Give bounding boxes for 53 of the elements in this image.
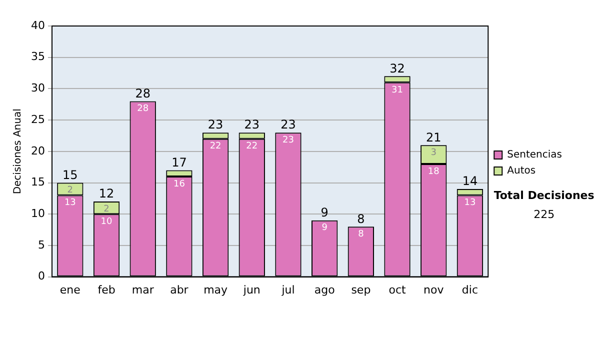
x-tick-label: oct: [388, 283, 407, 296]
data-label: 23: [282, 135, 294, 146]
y-tick-label: 10: [30, 206, 45, 220]
total-label: 28: [135, 86, 150, 100]
total-label: 14: [462, 174, 478, 188]
x-tick-label: jul: [280, 283, 295, 296]
x-tick-label: feb: [98, 283, 116, 296]
x-tick-label: nov: [424, 283, 444, 296]
data-label: 31: [392, 85, 403, 96]
total-label: 9: [320, 205, 328, 220]
x-tick-label: mar: [132, 283, 154, 296]
data-label: 13: [464, 198, 476, 208]
data-label: 2: [104, 204, 110, 214]
y-tick-label: 25: [30, 112, 45, 126]
data-label: 3: [430, 148, 436, 158]
data-label: 18: [428, 166, 440, 177]
y-tick-label: 15: [30, 176, 45, 189]
y-tick-label: 40: [30, 18, 45, 32]
data-label: 8: [358, 229, 364, 240]
total-label: 23: [208, 118, 224, 132]
data-label: 28: [137, 104, 149, 114]
total-label: 32: [390, 61, 405, 76]
data-label: 9: [322, 223, 328, 234]
text: Total Decisiones: [494, 188, 595, 202]
data-label: 22: [246, 142, 258, 152]
x-tick-label: may: [204, 283, 228, 296]
data-label: 13: [64, 198, 76, 208]
x-tick-label: ene: [60, 283, 81, 296]
y-tick-label: 5: [38, 238, 45, 252]
total-label: 12: [98, 186, 114, 201]
x-tick-label: jun: [242, 283, 260, 296]
x-tick-label: sep: [351, 283, 371, 296]
y-axis-title: Decisiones Anual: [12, 108, 24, 194]
total-label: 23: [244, 118, 260, 132]
y-tick-label: 35: [30, 50, 45, 64]
data-label: 2: [67, 186, 74, 196]
text: 225: [534, 208, 555, 221]
data-label: 10: [100, 216, 113, 227]
x-tick-label: dic: [462, 283, 478, 296]
y-tick-label: 0: [38, 270, 45, 283]
x-tick-label: ago: [314, 283, 336, 296]
total-label: 8: [357, 212, 365, 226]
y-tick-label: 20: [30, 144, 45, 158]
x-tick-label: abr: [170, 283, 189, 296]
data-label: 22: [210, 142, 222, 152]
y-tick-label: 30: [30, 82, 45, 95]
total-label: 23: [280, 118, 296, 132]
legend-label: Sentencias: [507, 150, 562, 161]
total-label: 15: [62, 168, 78, 182]
data-label: 16: [173, 179, 186, 190]
legend-label: Autos: [507, 166, 536, 177]
total-label: 21: [426, 130, 442, 144]
total-label: 17: [172, 155, 187, 170]
